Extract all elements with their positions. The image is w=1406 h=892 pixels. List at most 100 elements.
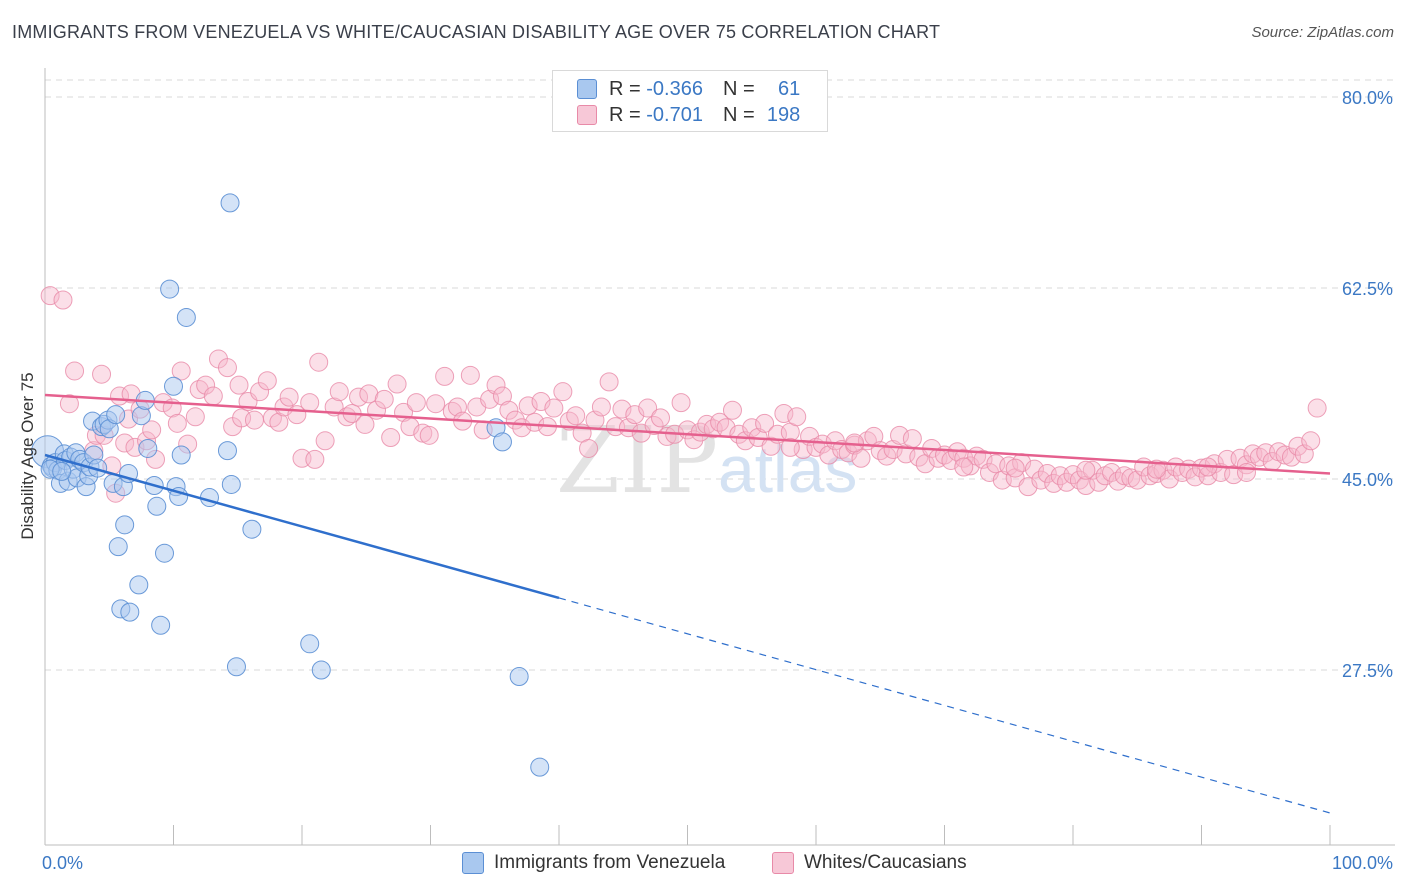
data-point-caucasians [381,428,401,448]
data-point-caucasians [544,398,564,418]
data-point-caucasians [651,408,671,428]
data-point-caucasians [185,407,205,427]
data-point-caucasians [115,433,135,453]
data-point-venezuela [220,193,240,213]
source-label: Source: ZipAtlas.com [1251,24,1394,41]
data-point-venezuela [226,657,246,677]
data-point-caucasians [612,399,632,419]
series-whites-caucasians [40,286,1327,503]
data-point-caucasians [40,286,60,306]
bottom-legend-caucasians: Whites/Caucasians [772,852,967,874]
legend: R = -0.366 N = 61 R = -0.701 N = 198 [552,70,828,132]
y-tick-label: 27.5% [1342,661,1393,681]
data-point-caucasians [954,457,974,477]
data-point-caucasians [525,412,545,432]
data-point-caucasians [638,398,658,418]
data-point-caucasians [250,382,270,402]
trend-line-caucasians [44,393,1331,475]
data-point-venezuela [199,488,219,508]
data-point-caucasians [167,413,187,433]
data-point-caucasians [460,365,480,385]
data-point-venezuela [509,667,529,687]
bottom-legend-swatch-pink [772,852,794,874]
grid [45,79,1395,671]
data-point-caucasians [1192,458,1211,478]
data-point-venezuela [147,496,167,516]
data-point-caucasians [142,420,162,440]
y-tick-label: 62.5% [1342,279,1393,299]
data-point-caucasians [780,437,800,457]
data-point-caucasians [671,393,691,413]
legend-swatch-blue [577,79,597,99]
data-point-caucasians [742,418,762,438]
data-point-caucasians [1082,460,1102,480]
data-point-caucasians [244,410,264,430]
legend-row-caucasians: R = -0.701 N = 198 [577,103,800,127]
data-point-venezuela [52,461,72,481]
data-point-caucasians [1288,436,1308,456]
legend-n-value: 61 [777,77,801,100]
data-point-caucasians [53,290,73,310]
data-point-caucasians [92,364,112,384]
legend-row-venezuela: R = -0.366 N = 61 [577,77,800,101]
data-point-caucasians [486,375,506,395]
chart-title: IMMIGRANTS FROM VENEZUELA VS WHITE/CAUCA… [12,22,941,42]
data-point-venezuela [164,376,183,396]
data-point-caucasians [349,387,369,407]
data-point-venezuela [217,441,237,461]
data-point-venezuela [108,537,128,557]
bottom-legend-venezuela: Immigrants from Venezuela [462,852,725,874]
data-point-caucasians [257,371,277,391]
data-point-caucasians [566,406,586,426]
data-point-caucasians [819,445,839,465]
data-point-venezuela [129,575,149,595]
data-point-caucasians [419,425,439,445]
data-point-caucasians [690,422,710,442]
data-point-caucasians [579,438,599,458]
data-point-caucasians [300,393,320,413]
legend-r-label: R = [609,77,641,100]
legend-r-value: -0.701 [646,103,703,126]
data-point-caucasians [315,431,335,451]
data-point-caucasians [1301,431,1321,451]
data-point-venezuela [300,634,320,654]
data-point-caucasians [435,366,455,386]
legend-n-value: 198 [766,103,801,126]
data-point-caucasians [426,394,446,414]
trend-line-venezuela-extension [558,597,1331,814]
data-point-venezuela [530,757,550,777]
data-point-caucasians [374,389,394,409]
data-point-venezuela [155,543,175,563]
data-point-caucasians [1236,462,1256,482]
y-tick-label: 80.0% [1342,88,1393,108]
data-point-caucasians [387,374,407,394]
data-point-caucasians [1147,459,1167,479]
data-point-venezuela [242,519,262,539]
trend-line-venezuela [44,453,560,600]
data-point-caucasians [890,425,910,445]
data-point-venezuela [221,474,241,494]
data-point-caucasians [406,393,426,413]
data-point-caucasians [591,397,611,417]
trend-lines [44,393,1331,814]
data-point-caucasians [65,361,85,381]
data-point-venezuela [171,445,191,465]
bottom-legend-label: Immigrants from Venezuela [494,852,726,873]
data-point-caucasians [359,384,379,404]
data-point-caucasians [1307,398,1327,418]
data-point-caucasians [480,389,500,409]
data-point-caucasians [171,361,191,381]
data-point-venezuela [120,602,140,622]
legend-n-label: N = [722,103,755,126]
data-point-caucasians [196,375,216,395]
data-point-caucasians [1108,471,1128,491]
data-point-venezuela [151,615,171,635]
data-point-caucasians [518,396,538,416]
data-point-caucasians [492,386,512,406]
data-point-caucasians [710,412,730,432]
bottom-legend-swatch-blue [462,852,484,874]
data-point-caucasians [599,372,619,392]
data-point-caucasians [229,375,249,395]
data-point-caucasians [553,382,573,402]
